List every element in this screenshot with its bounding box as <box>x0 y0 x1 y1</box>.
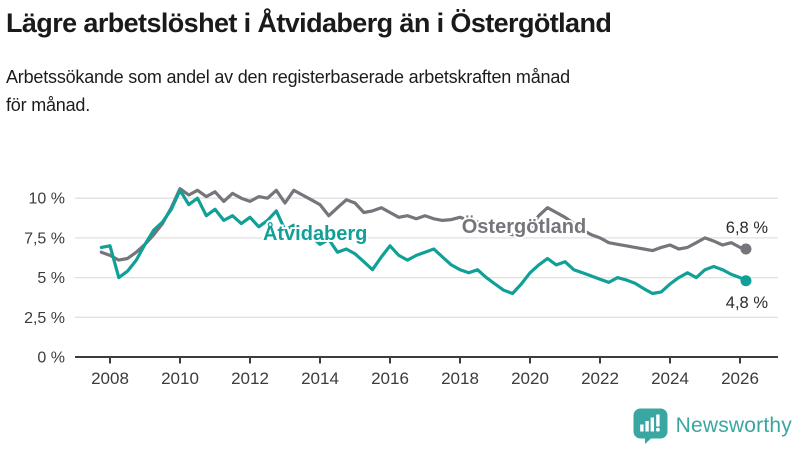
brand-name: Newsworthy <box>675 414 792 437</box>
x-axis-label-2010: 2010 <box>161 369 199 388</box>
series-end-dot-atvidaberg <box>740 275 752 287</box>
chart-header: Lägre arbetslöshet i Åtvidaberg än i Öst… <box>6 8 786 119</box>
y-axis-label-5: 5 % <box>37 270 65 287</box>
brand-footer: Newsworthy <box>633 406 792 446</box>
series-label-atvidaberg: Åtvidaberg <box>263 221 367 245</box>
x-axis-label-2026: 2026 <box>721 369 759 388</box>
series-line-atvidaberg <box>99 188 748 296</box>
logo-bar-3 <box>650 417 654 432</box>
series-end-label-atvidaberg: 4,8 % <box>726 294 769 312</box>
x-axis-label-2008: 2008 <box>91 369 129 388</box>
chart-subtitle-line-2: för månad. <box>6 95 91 116</box>
chart-title: Lägre arbetslöshet i Åtvidaberg än i Öst… <box>6 8 612 38</box>
series-label-ostergotland: Östergötland <box>462 215 586 238</box>
newsworthy-logo-icon <box>633 408 668 444</box>
x-axis-label-2014: 2014 <box>301 369 339 388</box>
logo-bar-1 <box>639 424 644 432</box>
logo-speech-bubble <box>633 408 668 444</box>
chart-subtitle: Arbetssökande som andel av den registerb… <box>6 63 786 119</box>
series-line-ostergotland <box>99 187 748 262</box>
x-axis-label-2020: 2020 <box>511 369 549 388</box>
x-axis-label-2024: 2024 <box>651 369 689 388</box>
y-axis-label-2-5: 2,5 % <box>24 310 65 327</box>
x-axis-label-2012: 2012 <box>231 369 269 388</box>
x-axis-label-2022: 2022 <box>581 369 619 388</box>
logo-exclamation-dot <box>655 427 660 432</box>
series-end-label-ostergotland: 6,8 % <box>726 219 769 237</box>
y-axis-label-10: 10 % <box>29 191 65 208</box>
y-axis-label-0: 0 % <box>37 350 65 367</box>
x-axis-label-2016: 2016 <box>371 369 409 388</box>
x-axis-label-2018: 2018 <box>441 369 479 388</box>
logo-exclamation-bar <box>655 414 660 427</box>
logo-bar-2 <box>645 421 649 432</box>
series-end-dot-ostergotland <box>740 243 752 255</box>
chart-subtitle-line-1: Arbetssökande som andel av den registerb… <box>6 67 570 88</box>
y-axis-label-7-5: 7,5 % <box>24 230 65 247</box>
